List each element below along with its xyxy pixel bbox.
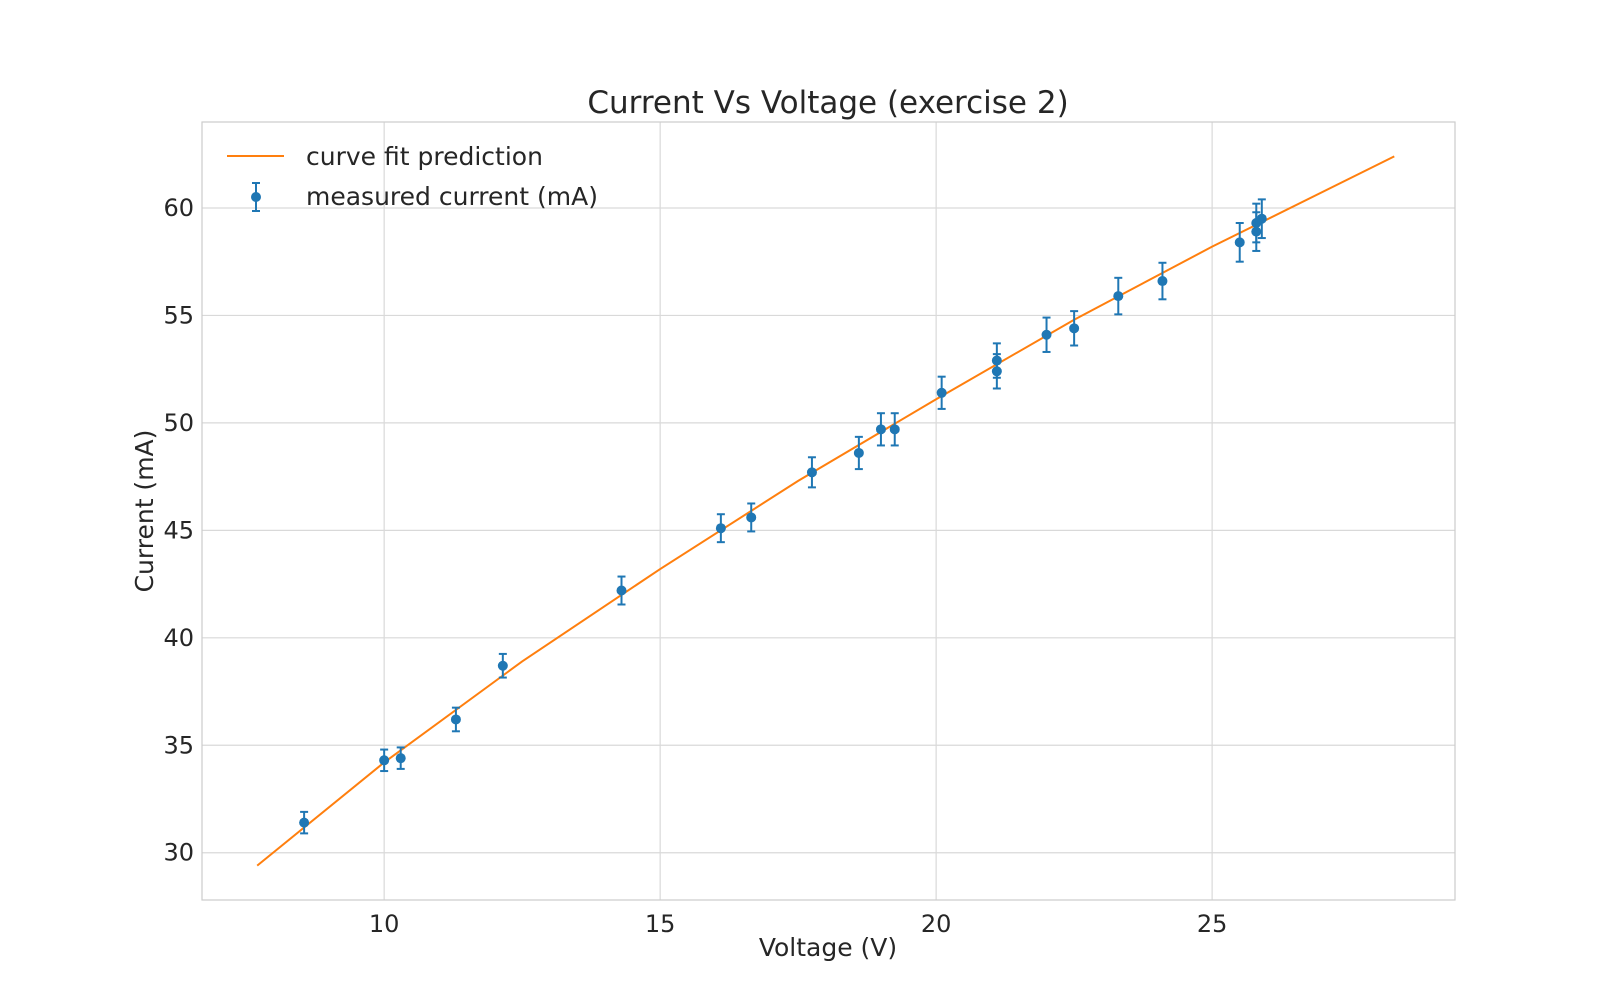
- grid-layer: [202, 122, 1455, 900]
- data-point: [395, 753, 406, 764]
- data-point: [715, 523, 726, 534]
- data-point: [1113, 291, 1124, 302]
- data-point: [1234, 237, 1245, 248]
- data-point: [889, 424, 900, 435]
- y-tick-label: 35: [163, 731, 194, 759]
- data-point: [1041, 329, 1052, 340]
- legend-measured-swatch: [251, 182, 261, 212]
- data-layer: [256, 155, 1395, 867]
- y-tick-label: 30: [163, 839, 194, 867]
- data-point: [299, 817, 310, 828]
- data-point: [1157, 276, 1168, 287]
- data-point: [497, 660, 508, 671]
- x-tick-label: 10: [369, 910, 400, 938]
- y-tick-label: 55: [163, 301, 194, 329]
- x-axis-label: Voltage (V): [759, 933, 897, 962]
- plot-frame: [201, 121, 1456, 901]
- y-axis-label: Current (mA): [130, 430, 159, 593]
- x-tick-label: 15: [645, 910, 676, 938]
- data-point: [853, 447, 864, 458]
- data-point: [991, 366, 1002, 377]
- x-tick-label: 25: [1197, 910, 1228, 938]
- curve-fit-line: [256, 155, 1395, 867]
- data-point: [746, 512, 757, 523]
- y-tick-label: 40: [163, 624, 194, 652]
- legend: curve fit prediction measured current (m…: [227, 142, 598, 212]
- data-point: [936, 387, 947, 398]
- data-point: [875, 424, 886, 435]
- legend-measured-label: measured current (mA): [306, 182, 598, 211]
- data-point: [806, 467, 817, 478]
- y-tick-label: 60: [163, 194, 194, 222]
- data-point: [1069, 323, 1080, 334]
- data-point: [1256, 213, 1267, 224]
- legend-fit-label: curve fit prediction: [306, 142, 543, 171]
- data-point: [1251, 226, 1262, 237]
- x-tick-label: 20: [921, 910, 952, 938]
- tick-label-layer: 10 15 20 25 30 35 40 45 50 55 60: [163, 194, 1227, 938]
- data-point: [379, 755, 390, 766]
- data-point: [616, 585, 627, 596]
- data-point: [450, 714, 461, 725]
- chart-title: Current Vs Voltage (exercise 2): [587, 85, 1068, 121]
- y-tick-label: 45: [163, 516, 194, 544]
- y-tick-label: 50: [163, 409, 194, 437]
